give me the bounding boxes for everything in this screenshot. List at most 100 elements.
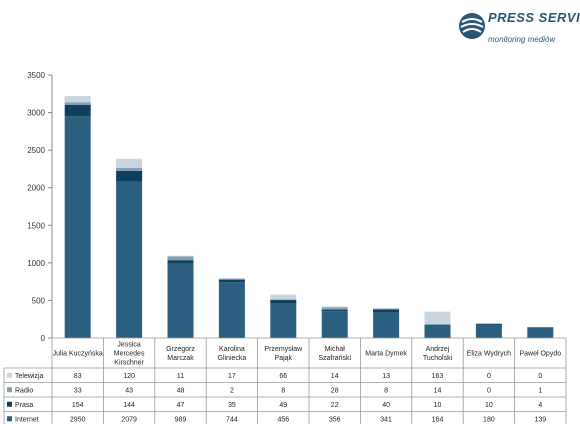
data-value-label: 456 xyxy=(277,416,289,423)
category-label: Paweł Opydo xyxy=(519,351,561,358)
data-value-label: 341 xyxy=(380,416,392,423)
data-value-label: 163 xyxy=(432,373,444,380)
bar-telewizja xyxy=(218,278,245,280)
bar-telewizja xyxy=(270,294,297,300)
bar-prasa xyxy=(373,309,400,313)
data-value-label: 17 xyxy=(228,373,236,380)
bar-prasa xyxy=(270,300,297,304)
data-value-label: 0 xyxy=(487,387,491,394)
legend-swatch-telewizja xyxy=(7,372,12,378)
data-value-label: 164 xyxy=(432,416,444,423)
category-label: Szafrański xyxy=(318,355,351,362)
legend-label: Radio xyxy=(15,387,33,394)
data-value-label: 0 xyxy=(487,373,491,380)
bar-internet xyxy=(321,311,348,338)
bar-internet xyxy=(527,327,554,338)
category-label: Pająk xyxy=(275,355,293,362)
data-value-label: 4 xyxy=(538,402,542,409)
data-value-label: 83 xyxy=(74,373,82,380)
category-label: Marta Dymek xyxy=(365,351,407,358)
data-value-label: 66 xyxy=(279,373,287,380)
bar-telewizja xyxy=(373,307,400,309)
y-tick-label: 3000 xyxy=(27,109,45,118)
bar-internet xyxy=(167,263,194,338)
y-tick-label: 0 xyxy=(41,334,46,343)
data-value-label: 13 xyxy=(382,373,390,380)
bar-prasa xyxy=(321,309,348,312)
data-value-label: 47 xyxy=(177,402,185,409)
data-value-label: 33 xyxy=(74,387,82,394)
category-label: Eliza Wydrych xyxy=(467,351,511,358)
data-value-label: 2079 xyxy=(121,416,137,423)
bar-radio xyxy=(64,102,91,105)
data-value-label: 14 xyxy=(434,387,442,394)
bar-internet xyxy=(218,282,245,338)
data-value-label: 744 xyxy=(226,416,238,423)
data-value-label: 2 xyxy=(230,387,234,394)
data-value-label: 2950 xyxy=(70,416,86,423)
data-value-label: 139 xyxy=(534,416,546,423)
data-value-label: 120 xyxy=(123,373,135,380)
bar-radio xyxy=(116,167,143,171)
bar-internet xyxy=(116,181,143,338)
data-value-label: 40 xyxy=(382,402,390,409)
y-tick-label: 2000 xyxy=(27,184,45,193)
category-label: Andrzej xyxy=(426,346,450,353)
globe-logo-icon xyxy=(459,13,485,39)
data-value-label: 28 xyxy=(331,387,339,394)
data-value-label: 989 xyxy=(175,416,187,423)
data-value-label: 14 xyxy=(331,373,339,380)
category-label: Julia Kuczyńska xyxy=(53,351,103,358)
data-value-label: 8 xyxy=(384,387,388,394)
bar-telewizja xyxy=(424,311,451,324)
data-value-label: 35 xyxy=(228,402,236,409)
data-value-label: 48 xyxy=(177,387,185,394)
bar-radio xyxy=(424,323,451,325)
data-value-label: 10 xyxy=(434,402,442,409)
bar-internet xyxy=(475,324,502,338)
bar-internet xyxy=(64,116,91,338)
y-tick-label: 1000 xyxy=(27,259,45,268)
bar-internet xyxy=(424,325,451,338)
bar-telewizja xyxy=(321,306,348,308)
data-value-label: 356 xyxy=(329,416,341,423)
data-value-label: 154 xyxy=(72,402,84,409)
category-label: Gliniecka xyxy=(218,355,247,362)
data-value-label: 8 xyxy=(281,387,285,394)
category-label: Michał xyxy=(325,346,346,353)
bar-radio xyxy=(270,299,297,301)
category-label: Marczak xyxy=(167,355,194,362)
category-label: Mercedes xyxy=(114,351,145,358)
bar-radio xyxy=(167,256,194,261)
data-value-label: 43 xyxy=(125,387,133,394)
legend-swatch-radio xyxy=(7,387,12,393)
data-value-label: 0 xyxy=(538,373,542,380)
legend-swatch-internet xyxy=(7,416,12,422)
bar-prasa xyxy=(424,324,451,326)
bar-prasa xyxy=(218,279,245,283)
bar-radio xyxy=(321,307,348,310)
category-label: Karolina xyxy=(219,346,245,353)
bar-telewizja xyxy=(64,96,91,103)
category-label: Kirschner xyxy=(114,360,144,367)
bar-prasa xyxy=(167,260,194,264)
legend-label: Prasa xyxy=(15,402,33,409)
bar-radio xyxy=(373,308,400,310)
data-value-label: 11 xyxy=(177,373,184,380)
bar-prasa xyxy=(116,170,143,182)
category-label: Jessica xyxy=(117,342,140,349)
press-service-logo: PRESS SERVICE monitoring mediów xyxy=(458,11,580,44)
bar-telewizja xyxy=(116,158,143,168)
category-label: Grzegorz xyxy=(166,346,195,353)
bar-internet xyxy=(270,303,297,338)
bar-internet xyxy=(373,312,400,338)
data-value-label: 49 xyxy=(279,402,287,409)
bar-telewizja xyxy=(167,255,194,257)
data-value-label: 144 xyxy=(123,402,135,409)
data-value-label: 22 xyxy=(331,402,339,409)
bar-prasa xyxy=(475,323,502,325)
logo-tagline: monitoring mediów xyxy=(488,35,556,44)
y-tick-label: 1500 xyxy=(27,221,45,230)
data-value-label: 180 xyxy=(483,416,495,423)
